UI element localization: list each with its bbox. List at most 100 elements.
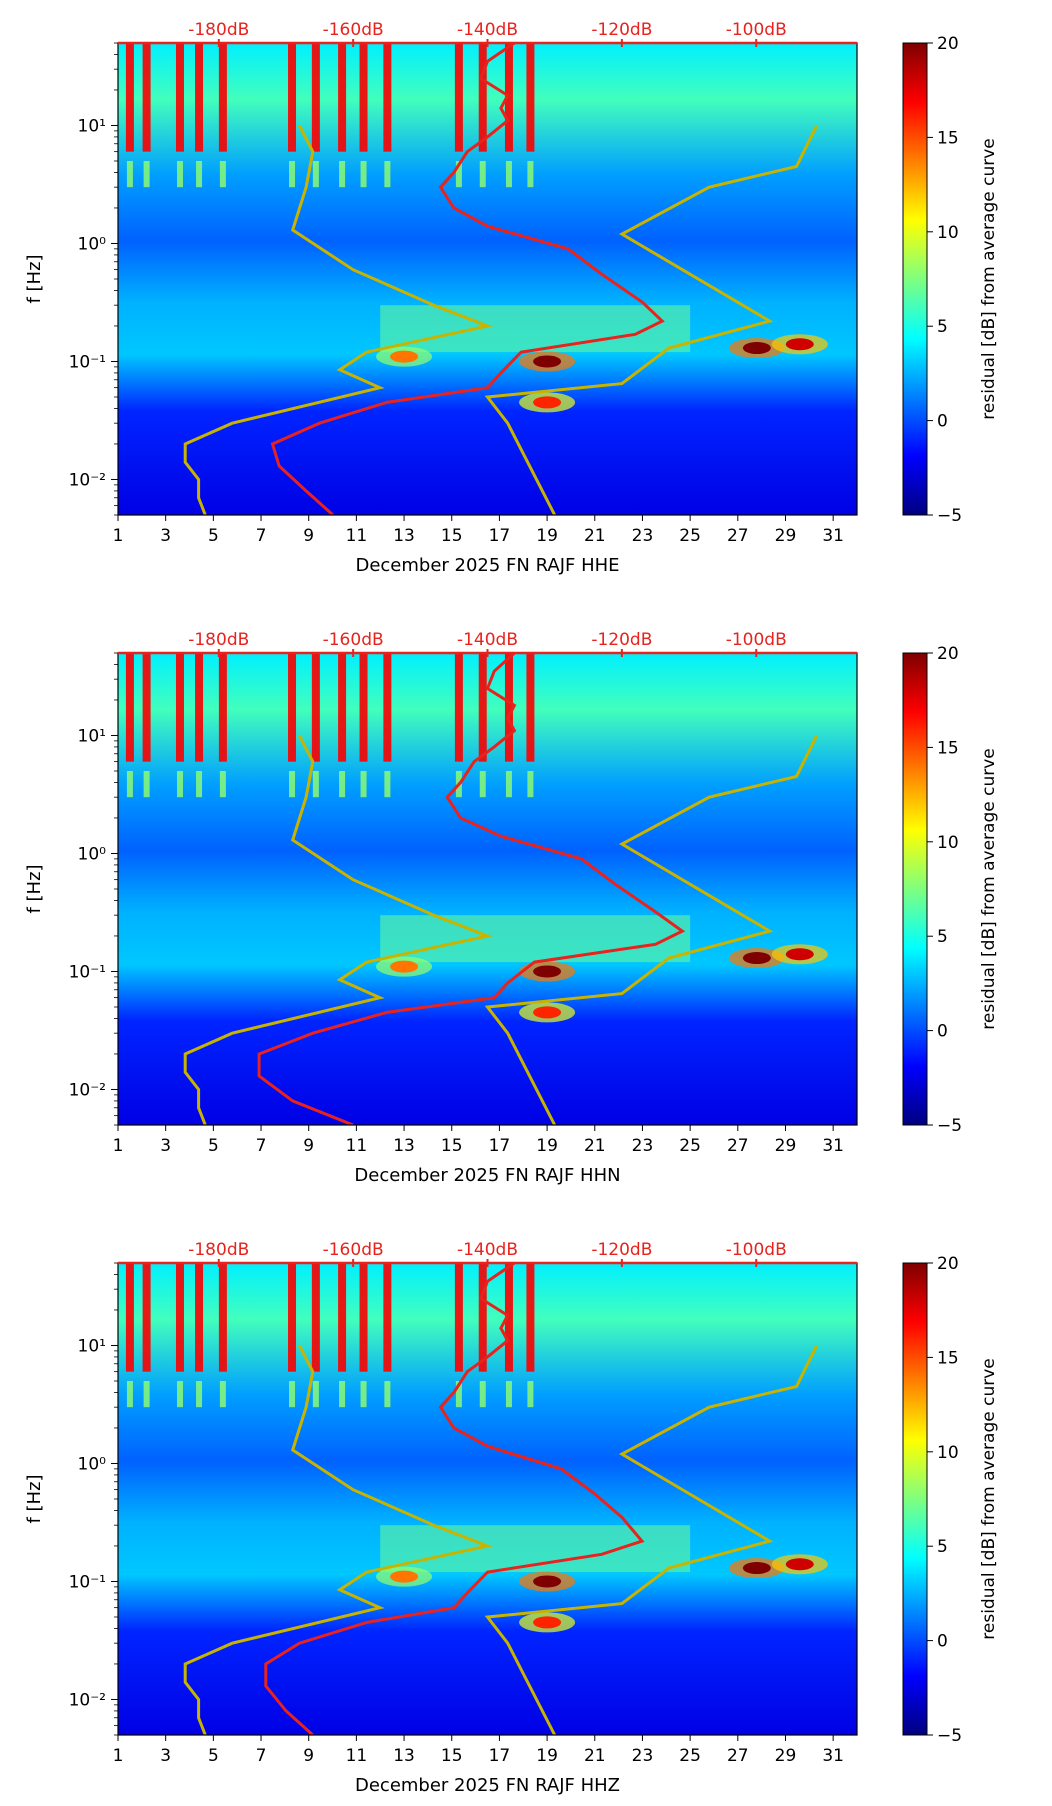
event-core bbox=[742, 342, 771, 355]
hf-stripe-tail bbox=[479, 771, 486, 798]
x-tick-label: 9 bbox=[303, 1136, 314, 1156]
hf-stripe-tail bbox=[527, 1381, 534, 1408]
hf-stripe bbox=[383, 43, 392, 152]
x-tick-label: 17 bbox=[489, 1746, 511, 1766]
hf-stripe-tail bbox=[312, 161, 319, 188]
y-axis-label: f [Hz] bbox=[24, 864, 45, 913]
colorbar-gradient bbox=[902, 1262, 928, 1736]
hf-stripe bbox=[125, 1263, 134, 1372]
x-tick-label: 25 bbox=[679, 526, 701, 546]
top-axis-label: -100dB bbox=[726, 630, 787, 650]
hf-stripe-tail bbox=[455, 161, 462, 188]
hf-stripe-tail bbox=[339, 1381, 346, 1408]
colorbar-tick-label: 5 bbox=[937, 1537, 948, 1557]
hf-stripe-tail bbox=[143, 161, 150, 188]
nhnm-curve bbox=[484, 734, 819, 1125]
top-axis-label: -140dB bbox=[457, 630, 518, 650]
x-tick-label: 29 bbox=[775, 1136, 797, 1156]
colorbar-tick-label: 15 bbox=[937, 128, 959, 148]
top-axis-label: -140dB bbox=[457, 1240, 518, 1260]
hf-stripe-tail bbox=[196, 1381, 203, 1408]
top-axis-label: -100dB bbox=[726, 20, 787, 40]
colorbar-tick-label: 5 bbox=[937, 927, 948, 947]
panel-1: 1 3 5 7 9 11 13 15 17 19 21 23 25 27 29 3110⁻²10⁻¹10⁰10… bbox=[24, 20, 999, 576]
event-core bbox=[533, 965, 562, 978]
x-tick-label: 25 bbox=[679, 1746, 701, 1766]
x-axis-label: December 2025 FN RAJF HHE bbox=[355, 555, 619, 576]
colorbar-tick-label: 0 bbox=[937, 1632, 948, 1652]
hf-stripe-tail bbox=[196, 161, 203, 188]
hf-stripe-tail bbox=[360, 771, 367, 798]
hf-stripe-tail bbox=[479, 1381, 486, 1408]
y-tick-label: 10¹ bbox=[78, 116, 106, 136]
x-tick-label: 1 bbox=[113, 1136, 124, 1156]
y-tick-label: 10⁻¹ bbox=[69, 962, 106, 982]
hf-stripe bbox=[125, 653, 134, 762]
top-axis-label: -120dB bbox=[591, 20, 652, 40]
colorbar-tick-label: 10 bbox=[937, 1443, 959, 1463]
y-tick-label: 10¹ bbox=[78, 1336, 106, 1356]
colorbar-tick-label: 20 bbox=[937, 644, 959, 664]
hf-stripe bbox=[526, 653, 535, 762]
event-core bbox=[785, 1558, 814, 1571]
event-core bbox=[785, 338, 814, 351]
hf-stripe bbox=[504, 43, 513, 152]
x-tick-label: 9 bbox=[303, 1746, 314, 1766]
y-axis-label: f [Hz] bbox=[24, 254, 45, 303]
x-tick-label: 15 bbox=[441, 1746, 463, 1766]
x-tick-label: 29 bbox=[775, 526, 797, 546]
hf-stripe-tail bbox=[126, 161, 133, 188]
x-tick-label: 21 bbox=[584, 1136, 606, 1156]
event-core bbox=[742, 1562, 771, 1575]
x-tick-label: 7 bbox=[256, 1746, 267, 1766]
x-tick-label: 31 bbox=[822, 1136, 844, 1156]
hf-stripe bbox=[175, 653, 184, 762]
top-axis-label: -120dB bbox=[591, 1240, 652, 1260]
event-core bbox=[533, 1616, 562, 1629]
plot-area bbox=[125, 1263, 828, 1735]
nhnm-curve bbox=[484, 124, 819, 515]
top-axis-label: -140dB bbox=[457, 20, 518, 40]
colorbar-tick-label: 15 bbox=[937, 738, 959, 758]
spectrogram-background bbox=[118, 43, 857, 515]
hf-stripe bbox=[195, 43, 204, 152]
hf-stripe bbox=[526, 43, 535, 152]
x-tick-label: 1 bbox=[113, 1746, 124, 1766]
colorbar-label: residual [dB] from average curve bbox=[979, 138, 999, 419]
x-tick-label: 27 bbox=[727, 526, 749, 546]
x-tick-label: 1 bbox=[113, 526, 124, 546]
top-axis-label: -100dB bbox=[726, 1240, 787, 1260]
colorbar-gradient bbox=[902, 652, 928, 1126]
panel-3: 1 3 5 7 9 11 13 15 17 19 21 23 25 27 29 3110⁻²10⁻¹10⁰10… bbox=[24, 1240, 999, 1796]
colorbar-gradient bbox=[902, 42, 928, 516]
hf-stripe bbox=[383, 653, 392, 762]
hf-stripe-tail bbox=[384, 771, 391, 798]
event-core bbox=[390, 960, 419, 973]
colorbar-tick-label: 10 bbox=[937, 223, 959, 243]
hf-stripe bbox=[142, 653, 151, 762]
y-tick-label: 10⁰ bbox=[78, 234, 107, 254]
x-tick-label: 13 bbox=[393, 526, 415, 546]
hf-stripe bbox=[359, 1263, 368, 1372]
hf-stripe-tail bbox=[479, 161, 486, 188]
hf-stripe-tail bbox=[505, 1381, 512, 1408]
x-tick-label: 27 bbox=[727, 1746, 749, 1766]
hf-stripe bbox=[125, 43, 134, 152]
hf-stripe-tail bbox=[527, 161, 534, 188]
x-tick-label: 31 bbox=[822, 1746, 844, 1766]
hf-stripe-tail bbox=[176, 771, 183, 798]
hf-stripe-tail bbox=[360, 1381, 367, 1408]
nlnm-curve bbox=[183, 124, 493, 515]
hf-stripe-tail bbox=[143, 771, 150, 798]
hf-stripe bbox=[504, 1263, 513, 1372]
hf-stripe bbox=[478, 43, 487, 152]
event-core bbox=[390, 350, 419, 363]
panel-2: 1 3 5 7 9 11 13 15 17 19 21 23 25 27 29 3110⁻²10⁻¹10⁰10… bbox=[24, 630, 999, 1186]
hf-stripe bbox=[338, 43, 347, 152]
hf-stripe bbox=[142, 1263, 151, 1372]
hf-stripe bbox=[288, 43, 297, 152]
hf-stripe bbox=[195, 653, 204, 762]
hf-stripe bbox=[478, 653, 487, 762]
x-tick-label: 17 bbox=[489, 526, 511, 546]
hf-stripe bbox=[454, 43, 463, 152]
